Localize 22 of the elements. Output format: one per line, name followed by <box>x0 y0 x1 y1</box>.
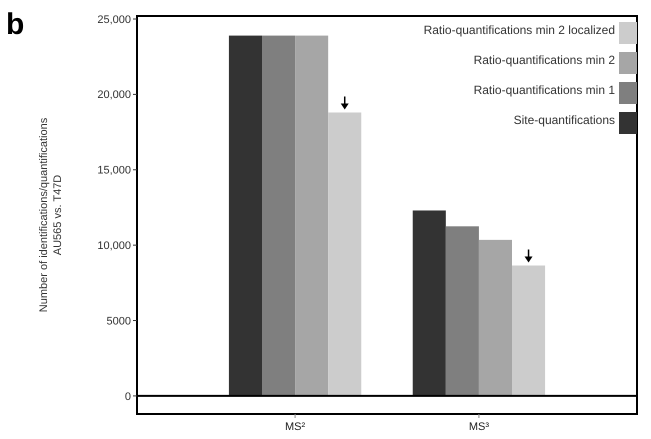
bar <box>412 210 446 396</box>
bar <box>478 240 512 396</box>
legend-label: Site-quantifications <box>514 113 615 127</box>
y-tick-label: 0 <box>124 390 131 403</box>
legend-label: Ratio-quantifications min 2 <box>474 53 616 67</box>
y-tick-label: 5000 <box>106 315 131 328</box>
text: b <box>6 8 24 41</box>
y-tick-label: 20,000 <box>97 89 131 102</box>
x-tick-label: MS³ <box>468 421 490 433</box>
bar <box>446 226 479 396</box>
y-tick-label: 25,000 <box>97 14 131 26</box>
y-tick-label: 10,000 <box>97 240 131 252</box>
legend-label: Ratio-quantifications min 1 <box>474 83 616 97</box>
x-tick-label: MS² <box>285 421 306 433</box>
bar <box>328 112 362 396</box>
bar <box>512 266 546 396</box>
bar <box>262 36 296 396</box>
bar <box>228 36 262 396</box>
y-tick-label: 15,000 <box>97 164 131 177</box>
bar <box>295 36 328 396</box>
y-axis-title: Number of identifications/quantifications AU565 vs. T47D <box>38 117 64 312</box>
legend-label: Ratio-quantifications min 2 localized <box>424 23 615 37</box>
